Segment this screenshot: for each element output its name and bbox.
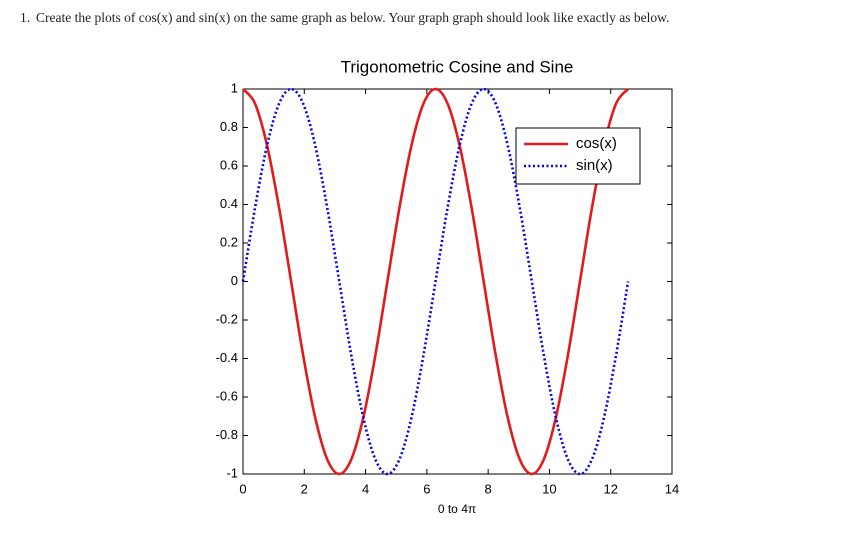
legend-box	[515, 127, 641, 185]
y-tick-label: -0.2	[216, 311, 238, 326]
y-tick-label: 0.6	[220, 157, 238, 172]
legend-label: cos(x)	[576, 135, 617, 152]
series-line	[241, 87, 630, 476]
y-tick-label: -1	[226, 465, 238, 480]
y-tick-label: -0.8	[216, 427, 238, 442]
legend: cos(x) sin(x)	[515, 127, 641, 185]
x-tick-label: 2	[301, 481, 308, 496]
x-tick-label: 12	[603, 481, 617, 496]
y-tick-label: 0.8	[220, 119, 238, 134]
legend-label: sin(x)	[576, 157, 613, 174]
x-tick-label: 0	[239, 481, 246, 496]
x-tick-label: 10	[542, 481, 556, 496]
y-tick-label: 1	[231, 80, 238, 95]
chart-title: Trigonometric Cosine and Sine	[341, 57, 574, 76]
y-tick-label: 0.2	[220, 234, 238, 249]
x-tick-label: 4	[362, 481, 369, 496]
y-tick-label: -0.4	[216, 350, 238, 365]
x-tick-label: 8	[485, 481, 492, 496]
question-text: Create the plots of cos(x) and sin(x) on…	[36, 10, 670, 25]
question: 1. Create the plots of cos(x) and sin(x)…	[20, 8, 850, 28]
x-tick-label: 6	[423, 481, 430, 496]
x-axis-label: 0 to 4π	[438, 502, 476, 516]
y-tick-label: 0	[231, 273, 238, 288]
series-line	[241, 87, 630, 476]
question-number: 1.	[20, 10, 31, 25]
y-tick-label: 0.4	[220, 196, 238, 211]
y-tick-label: -0.6	[216, 388, 238, 403]
x-tick-label: 14	[665, 481, 679, 496]
